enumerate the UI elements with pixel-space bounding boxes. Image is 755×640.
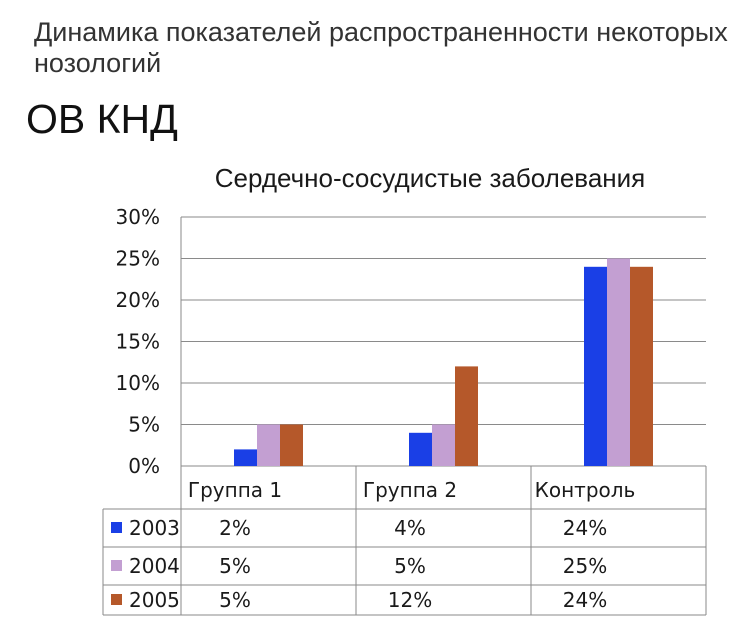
category-label: Группа 2	[363, 478, 457, 502]
bar-2005-3	[630, 266, 653, 466]
chart-title: Сердечно-сосудистые заболевания	[215, 163, 646, 193]
bar-2005-2	[455, 366, 478, 466]
bar-2004-2	[432, 424, 455, 466]
data-label: 5%	[394, 554, 426, 578]
category-label: Группа 1	[188, 478, 282, 502]
data-label: 25%	[563, 554, 607, 578]
y-axis: 0% 5% 10% 15% 20% 25% 30%	[116, 205, 160, 478]
data-label: 4%	[394, 516, 426, 540]
y-tick-label: 20%	[116, 288, 160, 312]
legend-label: 2003	[129, 516, 180, 540]
legend-label: 2005	[129, 588, 180, 612]
bar-2004-1	[257, 424, 280, 466]
category-label: Контроль	[535, 478, 636, 502]
data-label: 5%	[219, 554, 251, 578]
bar-2003-3	[584, 266, 607, 466]
data-label: 12%	[388, 588, 432, 612]
data-label: 24%	[563, 588, 607, 612]
y-tick-label: 5%	[128, 413, 160, 437]
legend-swatch	[111, 594, 122, 605]
bar-2003-2	[409, 432, 432, 466]
bar-2003-1	[234, 449, 257, 466]
data-label: 2%	[219, 516, 251, 540]
y-tick-label: 15%	[116, 330, 160, 354]
page-title: Динамика показателей распространенности …	[34, 17, 728, 78]
bar-2005-1	[280, 424, 303, 466]
y-tick-label: 10%	[116, 371, 160, 395]
y-tick-label: 0%	[128, 454, 160, 478]
data-table: Группа 1 Группа 2 Контроль 2003 2% 4% 24% 2004 5…	[102, 466, 707, 616]
sub-heading: ОВ КНД	[26, 96, 178, 142]
bar-2004-3	[607, 258, 630, 466]
data-label: 5%	[219, 588, 251, 612]
y-tick-label: 25%	[116, 247, 160, 271]
bars	[234, 258, 653, 466]
data-label: 24%	[563, 516, 607, 540]
legend-label: 2004	[129, 554, 180, 578]
legend-swatch	[111, 522, 122, 533]
y-tick-label: 30%	[116, 205, 160, 229]
legend-swatch	[111, 560, 122, 571]
